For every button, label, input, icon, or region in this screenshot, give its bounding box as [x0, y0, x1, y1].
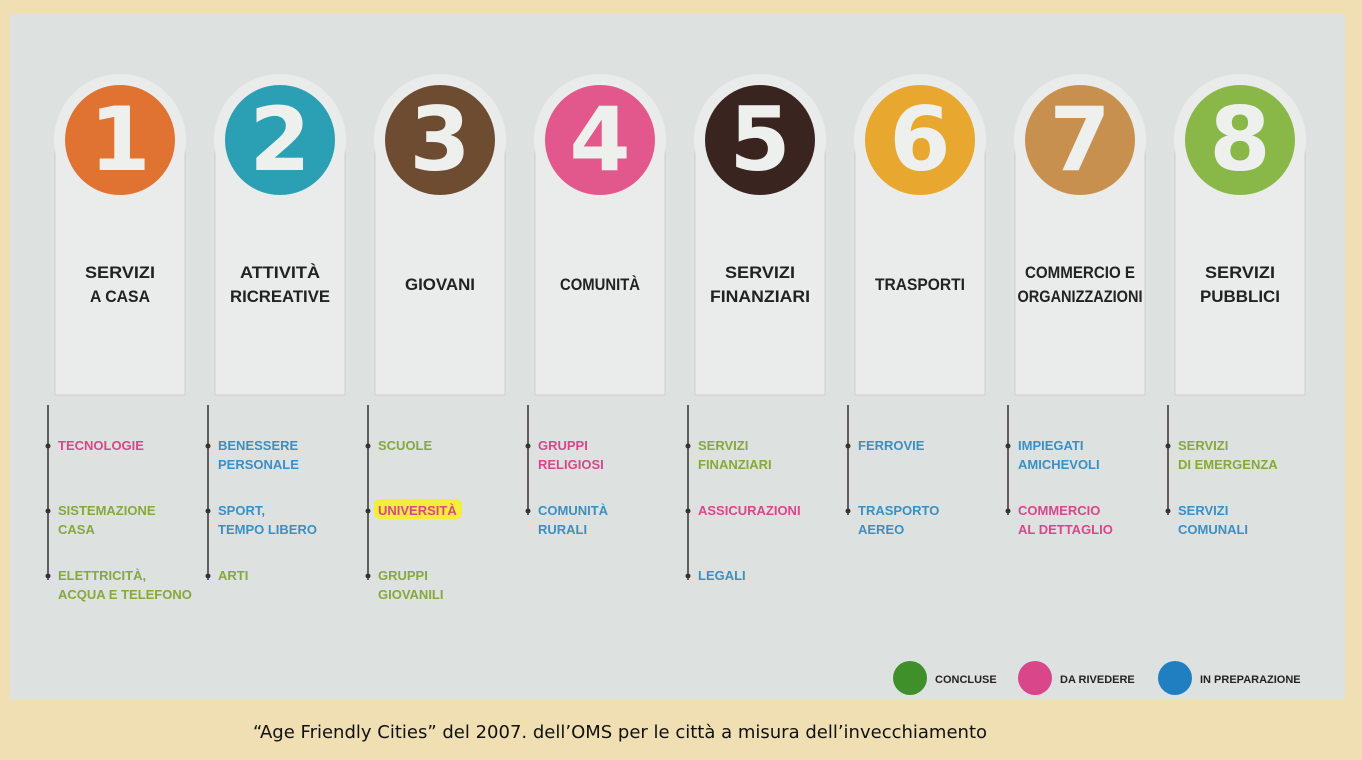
item-text: COMMERCIO	[1018, 503, 1100, 518]
item-text: RELIGIOSI	[538, 457, 604, 472]
item-text: FINANZIARI	[698, 457, 772, 472]
item-dot	[206, 574, 211, 579]
column-title: SERVIZI	[1205, 263, 1275, 282]
item-dot	[46, 509, 51, 514]
item-text: TECNOLOGIE	[58, 438, 144, 453]
column-title: TRASPORTI	[875, 275, 965, 294]
item-text: RURALI	[538, 522, 587, 537]
item-text: IMPIEGATI	[1018, 438, 1083, 453]
item-text: ARTI	[218, 568, 248, 583]
column-title: RICREATIVE	[230, 287, 330, 306]
item-text: GRUPPI	[538, 438, 588, 453]
item-dot	[686, 574, 691, 579]
item-text: AMICHEVOLI	[1018, 457, 1100, 472]
item-text: GIOVANILI	[378, 587, 443, 602]
item-text: CASA	[58, 522, 95, 537]
item-dot	[46, 444, 51, 449]
item-text: PERSONALE	[218, 457, 299, 472]
number: 2	[249, 88, 310, 191]
legend-swatch	[1018, 661, 1052, 695]
item-dot	[1166, 509, 1171, 514]
slide: “Age Friendly Cities” del 2007. dell’OMS…	[0, 0, 1362, 760]
legend-label: IN PREPARAZIONE	[1200, 674, 1301, 686]
item-text: LEGALI	[698, 568, 746, 583]
legend-label: DA RIVEDERE	[1060, 674, 1135, 686]
item-dot	[686, 509, 691, 514]
item-text: TRASPORTO	[858, 503, 939, 518]
item-text: SCUOLE	[378, 438, 433, 453]
column-title: PUBBLICI	[1200, 287, 1280, 306]
legend-label: CONCLUSE	[935, 674, 997, 686]
legend-swatch	[1158, 661, 1192, 695]
item-text: TEMPO LIBERO	[218, 522, 317, 537]
item-dot	[846, 444, 851, 449]
number: 1	[89, 88, 150, 191]
legend-swatch	[893, 661, 927, 695]
item-dot	[366, 574, 371, 579]
column-title: ORGANIZZAZIONI	[1018, 287, 1143, 306]
item-text: AEREO	[858, 522, 904, 537]
column-title: SERVIZI	[725, 263, 795, 282]
item-text: DI EMERGENZA	[1178, 457, 1278, 472]
column-title: FINANZIARI	[710, 287, 810, 306]
item-dot	[1166, 444, 1171, 449]
column-title: SERVIZI	[85, 263, 155, 282]
item-dot	[526, 444, 531, 449]
column-title: A CASA	[90, 287, 150, 306]
item-text: ACQUA E TELEFONO	[58, 587, 192, 602]
item-dot	[206, 509, 211, 514]
number: 7	[1049, 88, 1110, 191]
item-dot	[206, 444, 211, 449]
item-text: SPORT,	[218, 503, 265, 518]
item-dot	[1006, 509, 1011, 514]
column-title: ATTIVITÀ	[240, 263, 320, 282]
item-dot	[366, 444, 371, 449]
item-dot	[1006, 444, 1011, 449]
number: 3	[409, 88, 470, 191]
number: 6	[889, 88, 950, 191]
item-dot	[686, 444, 691, 449]
column-title: COMMERCIO E	[1025, 263, 1135, 282]
item-text: UNIVERSITÀ	[378, 503, 457, 518]
item-dot	[846, 509, 851, 514]
item-text: SERVIZI	[1178, 438, 1228, 453]
number: 5	[729, 88, 790, 191]
item-text: GRUPPI	[378, 568, 428, 583]
item-text: BENESSERE	[218, 438, 299, 453]
caption: “Age Friendly Cities” del 2007. dell’OMS…	[253, 722, 987, 743]
number: 4	[569, 88, 630, 191]
item-text: SERVIZI	[698, 438, 748, 453]
item-dot	[366, 509, 371, 514]
item-dot	[46, 574, 51, 579]
item-text: SISTEMAZIONE	[58, 503, 156, 518]
item-text: COMUNALI	[1178, 522, 1248, 537]
column-title: COMUNITÀ	[560, 275, 640, 294]
column-title: GIOVANI	[405, 275, 475, 294]
item-text: ASSICURAZIONI	[698, 503, 801, 518]
item-dot	[526, 509, 531, 514]
number: 8	[1209, 88, 1270, 191]
item-text: COMUNITÀ	[538, 503, 609, 518]
item-text: FERROVIE	[858, 438, 925, 453]
item-text: ELETTRICITÀ,	[58, 568, 146, 583]
item-text: AL DETTAGLIO	[1018, 522, 1113, 537]
item-text: SERVIZI	[1178, 503, 1228, 518]
